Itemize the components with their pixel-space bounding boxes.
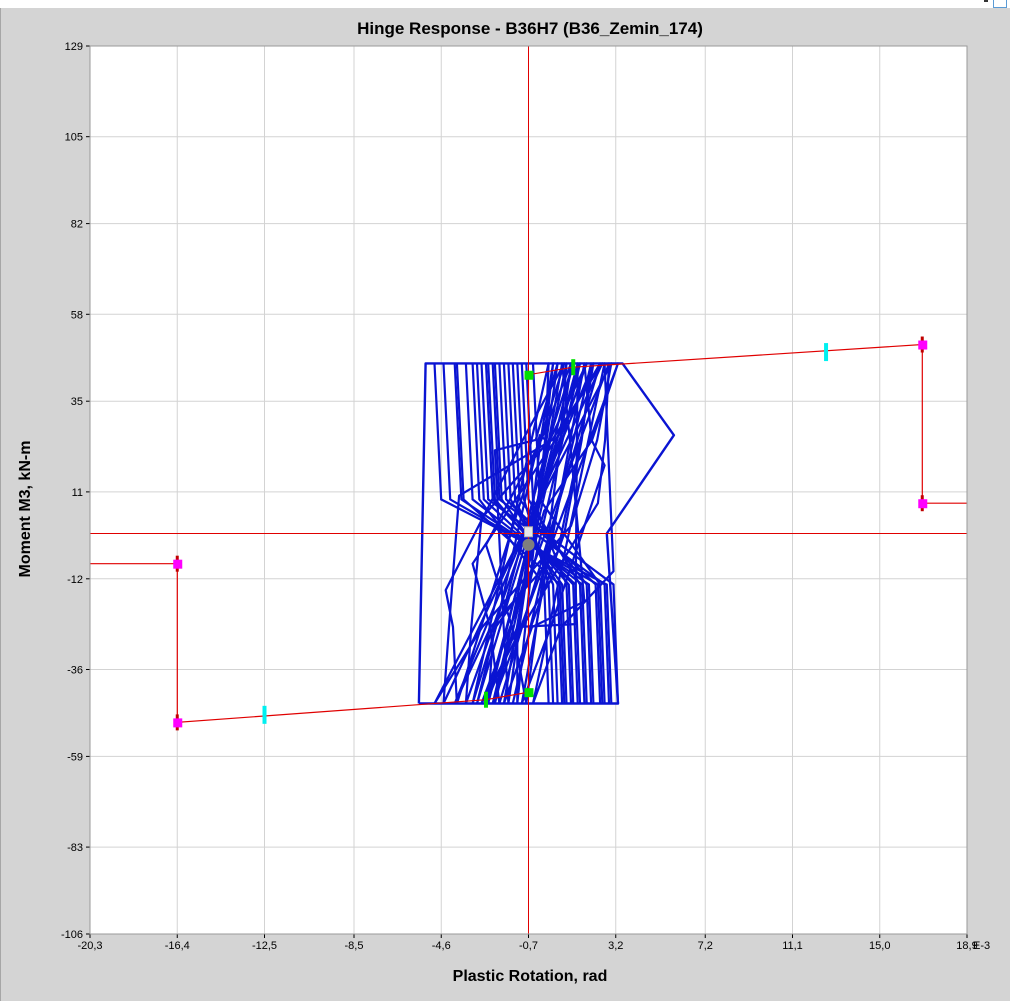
hysteresis-loop-line [531,363,606,704]
y-tick-label: -106 [61,929,83,941]
y-tick-label: 11 [72,487,83,499]
hysteresis-loop-line [520,363,586,704]
x-tick-label: -16,4 [165,940,190,952]
y-tick-label: 58 [71,309,83,321]
hysteresis-loop-line [531,362,615,704]
ultimate-marker [173,718,183,728]
x-tick-label: -4,6 [432,940,451,952]
x-unit-label: E-3 [973,940,990,952]
y-tick-label: 82 [71,219,83,231]
top-strip [0,0,1010,8]
x-tick-label: 11,1 [782,940,803,952]
ls-marker [824,343,829,362]
y-axis-label: Moment M3, kN-m [17,440,34,578]
y-tick-label: 105 [65,132,83,144]
backbone-positive-line [527,343,967,534]
hysteresis-loop-line [491,362,620,704]
x-axis-label: Plastic Rotation, rad [452,968,608,985]
y-tick-label: -83 [67,842,83,854]
x-tick-label: -0,7 [519,940,538,952]
x-tick-label: 7,2 [698,940,713,952]
hysteresis-loop-line [444,362,566,704]
x-tick-label: -8,5 [345,940,364,952]
hysteresis-loop-line [442,362,604,704]
current-point-marker [522,538,535,551]
chart-title: Hinge Response - B36H7 (B36_Zemin_174) [357,19,703,38]
hysteresis-group [417,362,676,705]
hysteresis-loop-line [484,362,573,704]
hysteresis-loop-line [491,363,620,704]
x-tick-label: -12,5 [252,940,277,952]
ultimate-marker [918,499,928,509]
ls-marker [262,705,267,724]
hysteresis-loop-line [484,362,579,704]
y-tick-label: 35 [71,396,83,408]
y-tick-label: -12 [67,574,83,586]
backbone-group [90,343,967,724]
yield-marker [483,691,488,708]
x-tick-label: 18,9 [956,940,977,952]
hysteresis-loop-line [525,363,573,704]
backbone-negative-line [90,533,530,724]
markers-group [173,336,928,731]
y-tick-label: 129 [65,41,83,53]
yield-point-marker [524,688,534,698]
current-state-marker [524,526,533,538]
hysteresis-loop-line [493,362,568,704]
yield-point-marker [524,370,534,380]
corner-mark-icon [984,0,988,2]
ultimate-marker [173,559,183,569]
x-tick-label: 3,2 [608,940,623,952]
ultimate-marker [918,340,928,350]
hysteresis-loop-line [455,363,566,704]
window-corner-icon[interactable] [993,0,1007,8]
x-tick-label: -20,3 [77,940,102,952]
y-tick-label: -36 [67,664,83,676]
plot-border [89,45,968,935]
x-tick-label: 15,0 [869,940,890,952]
ticks-group: -20,3 -16,4 -12,5 -8,5 -4,6 -0,7 3,2 7,2 11,1 15,… [61,41,990,952]
yield-marker [571,359,576,376]
y-tick-label: -59 [67,751,83,763]
